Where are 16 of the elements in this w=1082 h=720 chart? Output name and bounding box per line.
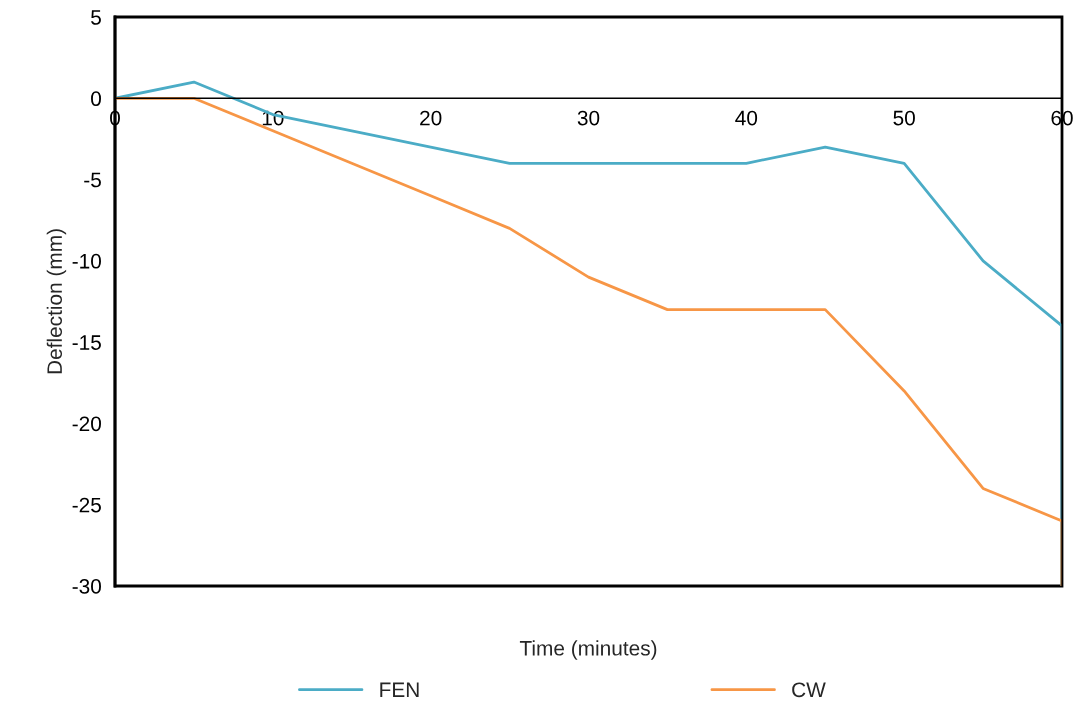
x-tick-label: 20	[420, 110, 442, 126]
x-axis-title: Time (minutes)	[519, 640, 657, 660]
y-axis-title: Deflection (mm)	[46, 229, 67, 374]
y-tick-label: -15	[72, 335, 101, 350]
y-tick-label: -25	[72, 497, 101, 513]
x-tick-label: 50	[893, 110, 915, 126]
legend-label: FEN	[380, 682, 419, 697]
y-tick-label: -10	[72, 253, 101, 269]
x-tick-label: 40	[735, 110, 758, 126]
y-tick-label: 5	[91, 10, 101, 25]
y-tick-label: 0	[91, 91, 101, 107]
y-tick-label: -30	[72, 579, 101, 594]
legend-label: CW	[792, 682, 826, 698]
y-tick-label: -20	[72, 416, 101, 432]
y-tick-label: -5	[84, 172, 101, 188]
x-tick-label: 30	[577, 110, 600, 126]
